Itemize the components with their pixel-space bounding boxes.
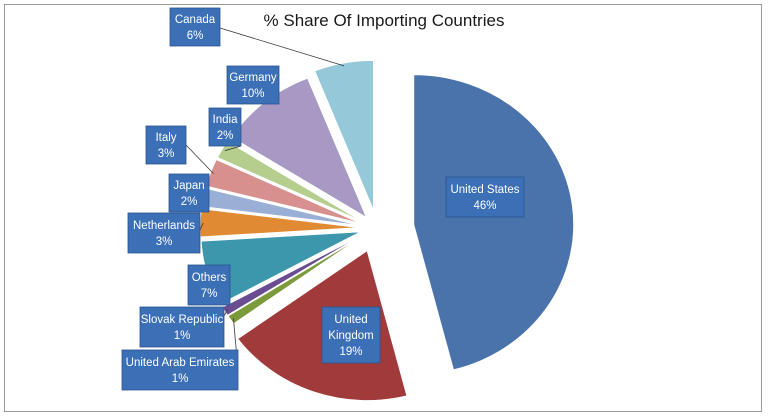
data-label-box <box>208 107 242 147</box>
data-label-value: 46% <box>473 200 496 212</box>
data-label-name: Germany <box>229 72 277 84</box>
data-label: Netherlands 3% <box>127 212 201 254</box>
data-label-name: United Arab Emirates <box>126 357 235 369</box>
data-label-box <box>145 125 187 165</box>
data-label-box <box>127 212 201 254</box>
pie-slice-united-states <box>413 74 575 371</box>
data-label-box <box>226 65 280 105</box>
data-label-value: 7% <box>201 288 218 300</box>
data-label-name: Others <box>192 272 227 284</box>
data-label-value: 2% <box>181 196 198 208</box>
data-label-value: 1% <box>174 330 191 342</box>
data-label: Others 7% <box>187 264 231 306</box>
data-label-value: 6% <box>187 30 204 42</box>
data-label-name: Kingdom <box>328 330 373 342</box>
data-label-name: Slovak Republic <box>141 314 224 326</box>
data-label: Italy 3% <box>145 125 187 165</box>
leader-line <box>219 27 345 67</box>
data-label-name: Canada <box>175 14 216 26</box>
data-label-value: 3% <box>156 236 173 248</box>
data-label-name: Netherlands <box>133 220 195 232</box>
data-label: Slovak Republic 1% <box>139 306 225 348</box>
leader-line <box>199 222 204 231</box>
data-label: Japan 2% <box>168 173 210 213</box>
leader-line <box>223 309 228 317</box>
data-label-value: 1% <box>172 373 189 385</box>
data-label: Canada 6% <box>169 7 221 47</box>
data-label-box <box>121 349 239 391</box>
data-label-value: 3% <box>158 148 175 160</box>
data-label-name: Italy <box>155 132 176 144</box>
data-label: Germany 10% <box>226 65 280 105</box>
data-label-value: 10% <box>241 88 264 100</box>
data-label-box <box>187 264 231 306</box>
data-label: United Arab Emirates 1% <box>121 349 239 391</box>
data-label-box <box>169 7 221 47</box>
data-label-box <box>168 173 210 213</box>
chart-title: % Share Of Importing Countries <box>264 11 505 30</box>
data-label-box <box>139 306 225 348</box>
data-label: United States 46% <box>445 176 525 218</box>
data-label: United Kingdom 19% <box>321 306 381 364</box>
leader-line <box>185 144 214 174</box>
data-label-name: United <box>334 314 367 326</box>
data-label-name: Japan <box>173 180 204 192</box>
pie-slice-canada <box>313 59 375 211</box>
data-label-box <box>321 306 381 364</box>
data-label: India 2% <box>208 107 242 147</box>
data-label-value: 19% <box>339 346 362 358</box>
data-label-box <box>445 176 525 218</box>
leader-line <box>224 145 242 152</box>
data-label-name: India <box>213 114 239 126</box>
data-label-name: United States <box>450 184 519 196</box>
data-label-value: 2% <box>217 130 234 142</box>
